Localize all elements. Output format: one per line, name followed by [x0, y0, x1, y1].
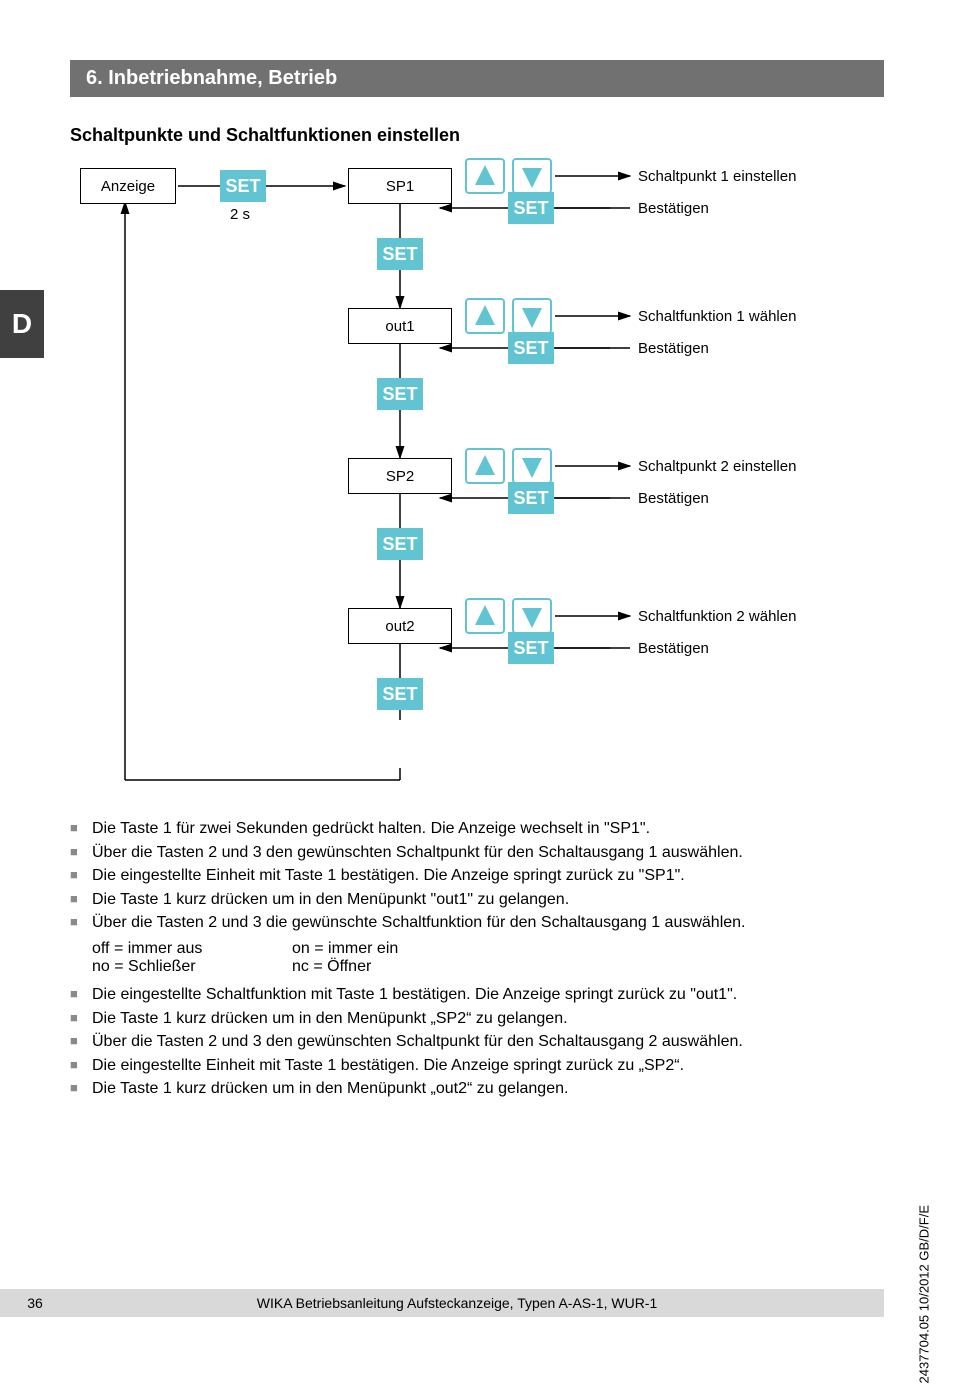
sp1-box: SP1	[348, 168, 452, 204]
steps-list-2: Die eingestellte Schaltfunktion mit Tast…	[70, 984, 884, 1100]
sp1-set-label: Schaltpunkt 1 einstellen	[638, 168, 796, 185]
page-footer: 36 WIKA Betriebsanleitung Aufsteckanzeig…	[0, 1289, 954, 1317]
step-item: Über die Tasten 2 und 3 den gewünschten …	[70, 1031, 884, 1053]
step-item: Die Taste 1 kurz drücken um in den Menüp…	[70, 1008, 884, 1030]
language-tab: D	[0, 290, 44, 358]
step-item: Die eingestellte Einheit mit Taste 1 bes…	[70, 865, 884, 887]
out2-confirm-label: Bestätigen	[638, 640, 709, 657]
footer-text: WIKA Betriebsanleitung Aufsteckanzeige, …	[70, 1295, 884, 1311]
set-button: SET	[220, 170, 266, 202]
set-button: SET	[377, 378, 423, 410]
sp2-confirm-label: Bestätigen	[638, 490, 709, 507]
func-off: off = immer aus	[92, 940, 292, 958]
sp1-confirm-label: Bestätigen	[638, 200, 709, 217]
down-icon	[512, 158, 552, 194]
out2-box: out2	[348, 608, 452, 644]
step-item: Über die Tasten 2 und 3 die gewünschte S…	[70, 912, 884, 934]
set-button: SET	[377, 678, 423, 710]
set-button: SET	[508, 332, 554, 364]
up-icon	[465, 448, 505, 484]
flow-diagram: Anzeige SET 2 s SP1 Schaltpunkt 1 einste…	[70, 160, 884, 800]
out2-set-label: Schaltfunktion 2 wählen	[638, 608, 796, 625]
page-number: 36	[0, 1295, 70, 1311]
section-header: 6. Inbetriebnahme, Betrieb	[70, 60, 884, 97]
anzeige-box: Anzeige	[80, 168, 176, 204]
set-button: SET	[377, 528, 423, 560]
sp2-box: SP2	[348, 458, 452, 494]
up-icon	[465, 158, 505, 194]
up-icon	[465, 598, 505, 634]
func-nc: nc = Öffner	[292, 958, 371, 976]
down-icon	[512, 598, 552, 634]
sp2-set-label: Schaltpunkt 2 einstellen	[638, 458, 796, 475]
two-seconds-label: 2 s	[230, 206, 250, 223]
func-no: no = Schließer	[92, 958, 292, 976]
down-icon	[512, 448, 552, 484]
out1-box: out1	[348, 308, 452, 344]
steps-list-1: Die Taste 1 für zwei Sekunden gedrückt h…	[70, 818, 884, 934]
function-map: off = immer aus on = immer ein no = Schl…	[92, 940, 884, 976]
step-item: Die Taste 1 kurz drücken um in den Menüp…	[70, 1078, 884, 1100]
set-button: SET	[377, 238, 423, 270]
set-button: SET	[508, 482, 554, 514]
step-item: Die eingestellte Schaltfunktion mit Tast…	[70, 984, 884, 1006]
out1-set-label: Schaltfunktion 1 wählen	[638, 308, 796, 325]
up-icon	[465, 298, 505, 334]
func-on: on = immer ein	[292, 940, 398, 958]
step-item: Die Taste 1 für zwei Sekunden gedrückt h…	[70, 818, 884, 840]
set-button: SET	[508, 192, 554, 224]
down-icon	[512, 298, 552, 334]
sub-heading: Schaltpunkte und Schaltfunktionen einste…	[70, 125, 884, 146]
out1-confirm-label: Bestätigen	[638, 340, 709, 357]
document-code: 2437704.05 10/2012 GB/D/F/E	[917, 1205, 932, 1384]
set-button: SET	[508, 632, 554, 664]
step-item: Die eingestellte Einheit mit Taste 1 bes…	[70, 1055, 884, 1077]
step-item: Über die Tasten 2 und 3 den gewünschten …	[70, 842, 884, 864]
step-item: Die Taste 1 kurz drücken um in den Menüp…	[70, 889, 884, 911]
